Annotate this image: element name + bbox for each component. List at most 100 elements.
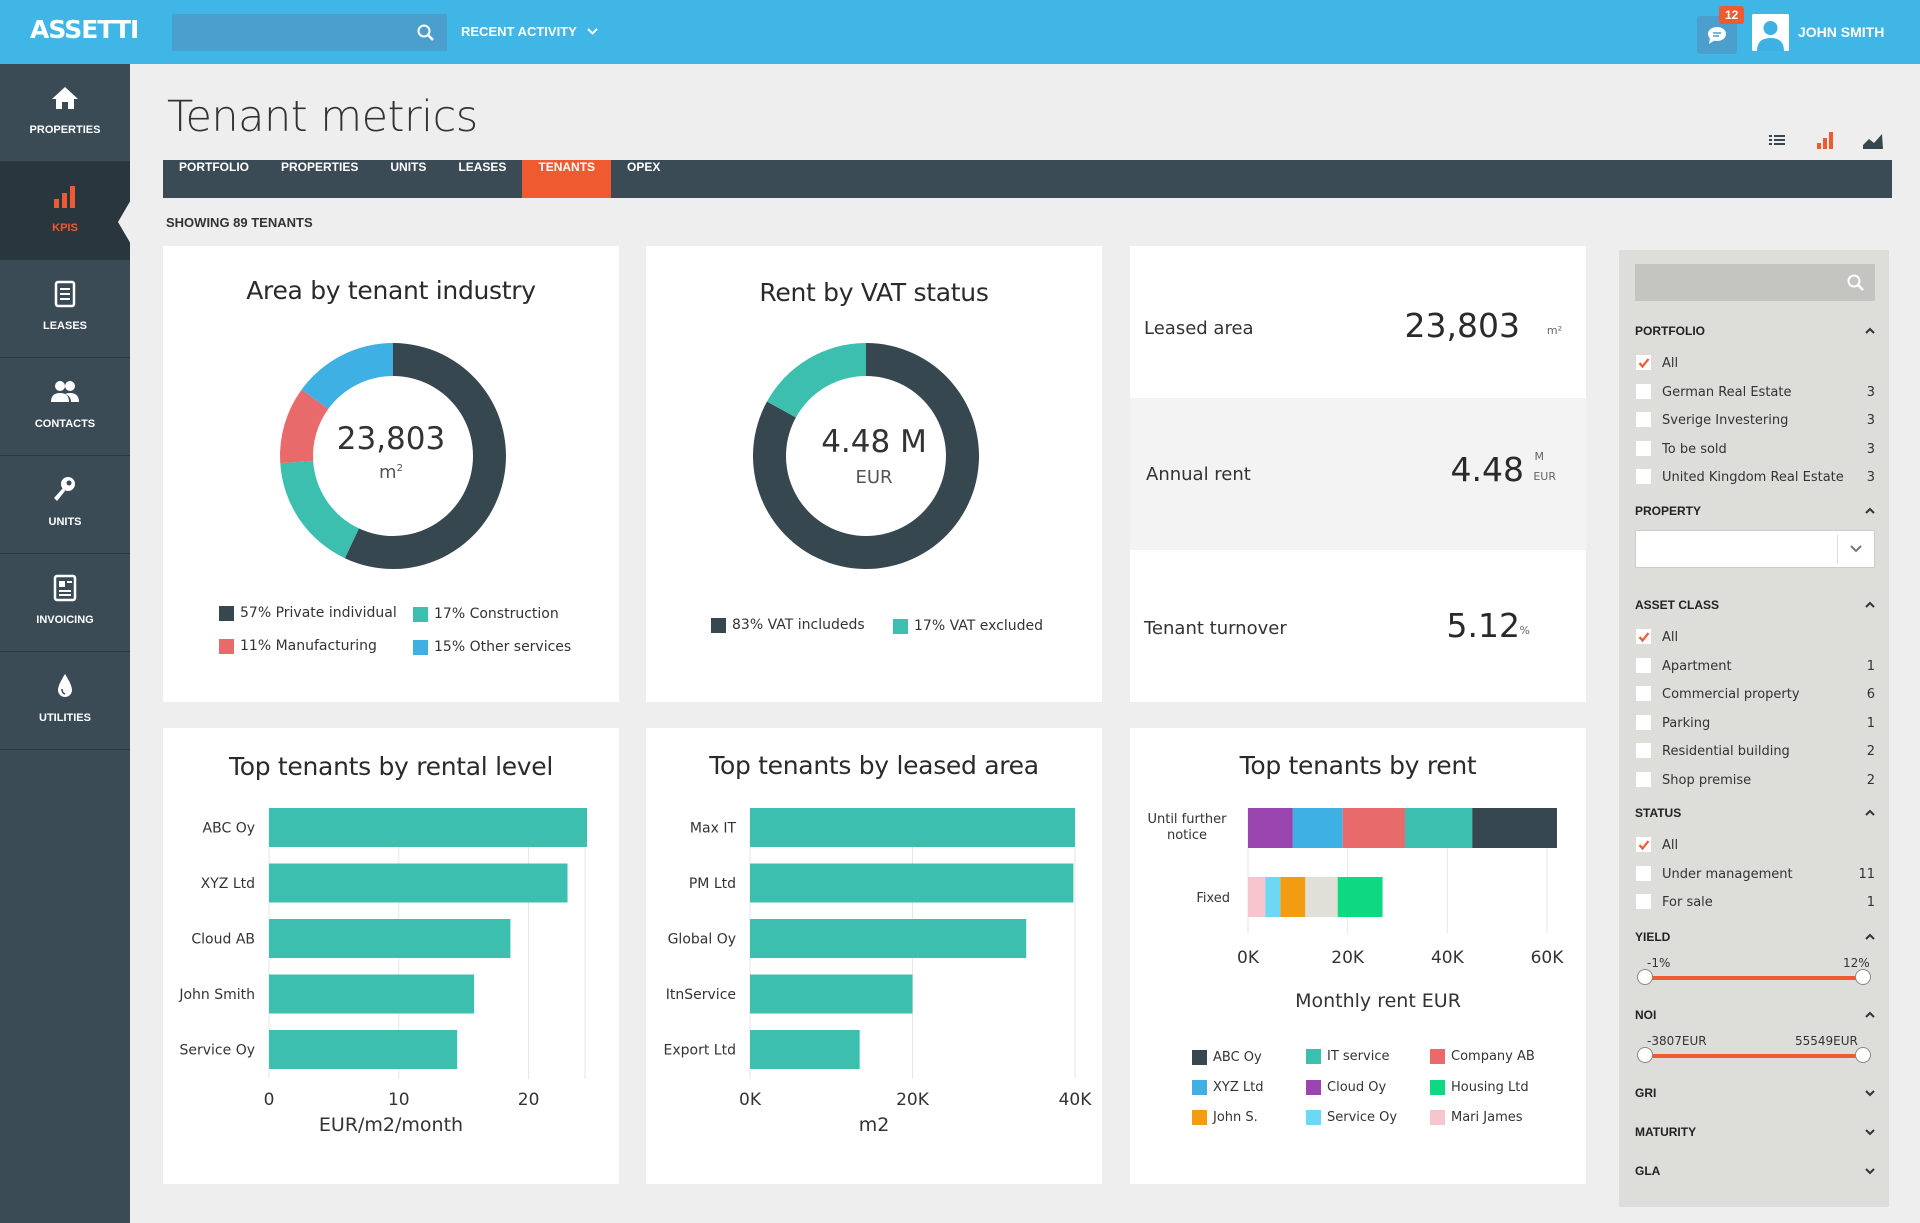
filter-heading-gla[interactable]: GLA: [1635, 1164, 1661, 1178]
sidebar-item-utilities[interactable]: UTILITIES: [0, 652, 130, 750]
stacked-bar-segment[interactable]: [1337, 877, 1383, 917]
bar[interactable]: [269, 863, 568, 903]
checkbox[interactable]: [1635, 713, 1652, 731]
chevron-up-icon[interactable]: [1865, 1010, 1875, 1020]
chevron-down-icon[interactable]: [1865, 1166, 1875, 1176]
filter-heading-property[interactable]: PROPERTY: [1635, 504, 1702, 518]
checkbox[interactable]: [1635, 893, 1652, 911]
filter-heading-asset-class[interactable]: ASSET CLASS: [1635, 598, 1720, 612]
search-icon[interactable]: [1847, 274, 1865, 292]
donut-slice[interactable]: [280, 461, 359, 559]
filter-option[interactable]: Apartment 1: [1635, 656, 1875, 676]
recent-activity-dropdown[interactable]: RECENT ACTIVITY: [461, 24, 598, 39]
stacked-bar-segment[interactable]: [1248, 877, 1266, 917]
bar[interactable]: [750, 919, 1027, 958]
filter-heading-gri[interactable]: GRI: [1635, 1086, 1657, 1100]
filter-option[interactable]: United Kingdom Real Estate 3: [1635, 467, 1875, 487]
donut-slice[interactable]: [301, 343, 393, 409]
sidebar-item-invoicing[interactable]: INVOICING: [0, 554, 130, 652]
property-select[interactable]: [1635, 530, 1875, 568]
user-name[interactable]: JOHN SMITH: [1798, 24, 1885, 40]
filter-heading-portfolio[interactable]: PORTFOLIO: [1635, 324, 1705, 338]
filter-option[interactable]: Parking 1: [1635, 713, 1875, 733]
noi-slider-max-handle[interactable]: [1855, 1047, 1871, 1063]
filter-option[interactable]: Under management 11: [1635, 864, 1875, 884]
chevron-up-icon[interactable]: [1865, 932, 1875, 942]
stacked-bar-segment[interactable]: [1472, 808, 1557, 848]
stacked-bar-segment[interactable]: [1305, 877, 1338, 917]
donut-slice[interactable]: [766, 343, 866, 418]
filter-heading-maturity[interactable]: MATURITY: [1635, 1125, 1697, 1139]
bar-chart-view-icon[interactable]: [1814, 130, 1836, 150]
checkbox-checked[interactable]: [1635, 628, 1652, 645]
filter-option[interactable]: For sale 1: [1635, 892, 1875, 912]
chevron-up-icon[interactable]: [1865, 506, 1875, 516]
app-logo[interactable]: ASSETTI: [30, 15, 139, 44]
checkbox[interactable]: [1635, 685, 1652, 703]
filter-option[interactable]: Residential building 2: [1635, 741, 1875, 761]
yield-slider-max-handle[interactable]: [1855, 969, 1871, 985]
filter-option[interactable]: All: [1635, 627, 1875, 647]
filter-option[interactable]: All: [1635, 353, 1875, 373]
checkbox-checked[interactable]: [1635, 354, 1652, 371]
bar[interactable]: [750, 808, 1075, 847]
bar[interactable]: [750, 863, 1074, 903]
checkbox[interactable]: [1635, 771, 1652, 788]
checkbox[interactable]: [1635, 656, 1652, 674]
search-icon[interactable]: [417, 24, 435, 42]
sidebar-item-units[interactable]: UNITS: [0, 456, 130, 554]
tab-opex[interactable]: OPEX: [627, 160, 661, 174]
filter-option[interactable]: German Real Estate 3: [1635, 382, 1875, 402]
filter-heading-status[interactable]: STATUS: [1635, 806, 1682, 820]
tab-tenants[interactable]: TENANTS: [522, 160, 612, 198]
chevron-down-icon[interactable]: [1865, 1088, 1875, 1098]
sidebar-item-leases[interactable]: LEASES: [0, 260, 130, 358]
checkbox[interactable]: [1635, 742, 1652, 760]
chevron-up-icon[interactable]: [1865, 326, 1875, 336]
filter-search-input[interactable]: [1635, 264, 1875, 301]
yield-slider-min-handle[interactable]: [1637, 969, 1653, 985]
checkbox-checked[interactable]: [1635, 836, 1652, 853]
bar[interactable]: [269, 808, 587, 847]
sidebar-item-properties[interactable]: PROPERTIES: [0, 64, 130, 162]
tab-properties[interactable]: PROPERTIES: [281, 160, 359, 174]
tab-portfolio[interactable]: PORTFOLIO: [179, 160, 249, 174]
stacked-bar-segment[interactable]: [1292, 808, 1343, 848]
bar[interactable]: [269, 919, 511, 958]
stacked-bar-segment[interactable]: [1342, 808, 1405, 848]
bar[interactable]: [269, 1030, 458, 1069]
checkbox[interactable]: [1635, 382, 1652, 400]
checkbox[interactable]: [1635, 439, 1652, 457]
filter-option[interactable]: Shop premise 2: [1635, 770, 1875, 790]
search-input[interactable]: [172, 14, 447, 51]
sidebar-item-contacts[interactable]: CONTACTS: [0, 358, 130, 456]
chevron-up-icon[interactable]: [1865, 600, 1875, 610]
filter-heading-yield[interactable]: YIELD: [1635, 930, 1671, 944]
list-view-icon[interactable]: [1766, 130, 1788, 150]
stacked-bar-segment[interactable]: [1265, 877, 1281, 917]
bar[interactable]: [750, 974, 913, 1014]
noi-slider[interactable]: [1635, 1044, 1875, 1064]
area-chart-view-icon[interactable]: [1862, 130, 1884, 150]
bar[interactable]: [750, 1030, 860, 1069]
filter-option[interactable]: Commercial property 6: [1635, 684, 1875, 704]
chevron-up-icon[interactable]: [1865, 808, 1875, 818]
stacked-bar-segment[interactable]: [1404, 808, 1473, 848]
checkbox[interactable]: [1635, 468, 1652, 486]
filter-heading-noi[interactable]: NOI: [1635, 1008, 1657, 1022]
user-avatar[interactable]: [1752, 14, 1789, 51]
sidebar-item-kpis[interactable]: KPIS: [0, 162, 130, 260]
tab-units[interactable]: UNITS: [390, 160, 427, 174]
checkbox[interactable]: [1635, 411, 1652, 429]
filter-option[interactable]: To be sold 3: [1635, 439, 1875, 459]
filter-option[interactable]: Sverige Investering 3: [1635, 410, 1875, 430]
bar[interactable]: [269, 974, 475, 1014]
noi-slider-min-handle[interactable]: [1637, 1047, 1653, 1063]
stacked-bar-segment[interactable]: [1280, 877, 1306, 917]
checkbox[interactable]: [1635, 864, 1652, 882]
filter-option[interactable]: All: [1635, 835, 1875, 855]
donut-slice[interactable]: [280, 389, 329, 464]
chevron-down-icon[interactable]: [1865, 1127, 1875, 1137]
yield-slider[interactable]: [1635, 966, 1875, 986]
donut-slice[interactable]: [344, 343, 506, 569]
